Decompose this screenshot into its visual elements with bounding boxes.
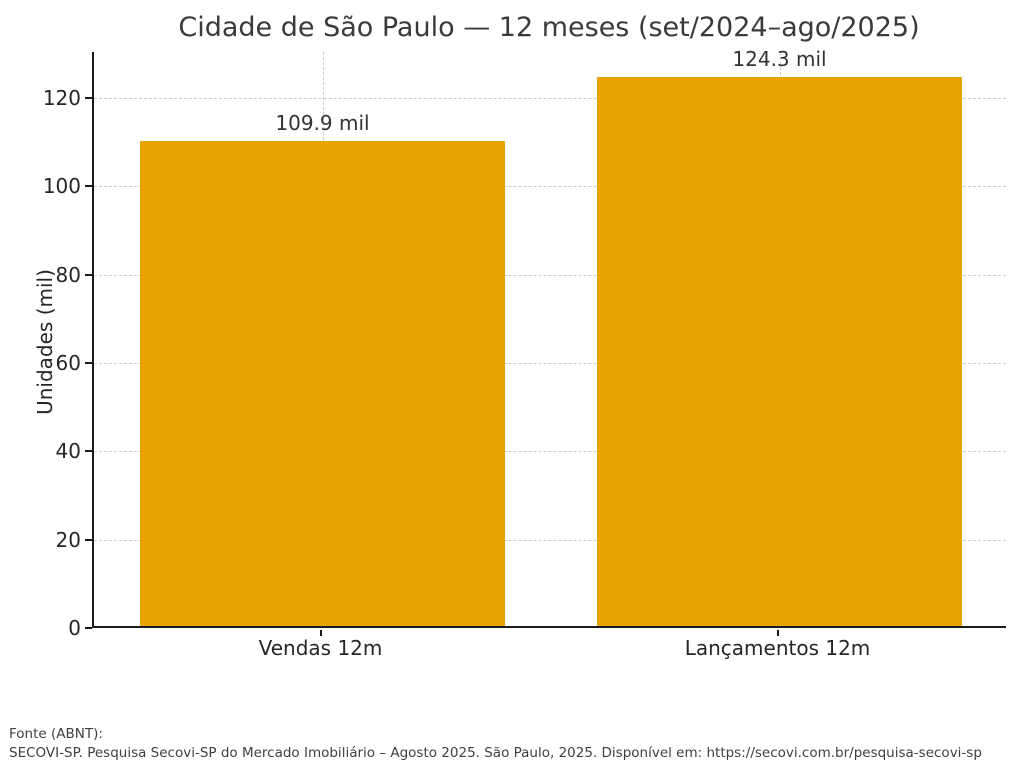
y-tick-label: 80	[55, 262, 81, 287]
y-tick-label: 60	[55, 350, 81, 375]
source-footer: Fonte (ABNT): SECOVI-SP. Pesquisa Secovi…	[9, 725, 982, 762]
x-tick-mark	[319, 630, 322, 636]
plot-area: 109.9 mil 124.3 mil	[92, 47, 1006, 628]
y-tick-mark	[85, 361, 92, 364]
y-gridline	[94, 362, 1006, 364]
x-tick-label: Lançamentos 12m	[684, 636, 871, 660]
y-tick-mark	[85, 627, 92, 629]
y-tick-label: 20	[55, 527, 81, 552]
x-tick-mark	[776, 630, 779, 636]
bar	[596, 76, 963, 626]
y-gridline	[94, 451, 1006, 453]
y-tick-mark	[85, 538, 92, 541]
y-tick-mark	[85, 273, 92, 276]
y-gridline	[94, 539, 1006, 541]
source-footer-line1: Fonte (ABNT):	[9, 726, 103, 742]
bar-value-label: 109.9 mil	[275, 110, 370, 135]
y-tick-mark	[85, 96, 92, 99]
y-gridline	[94, 274, 1006, 276]
y-tick-label: 100	[42, 174, 81, 199]
source-footer-line2: SECOVI-SP. Pesquisa Secovi-SP do Mercado…	[9, 744, 982, 761]
y-tick-label: 120	[42, 85, 81, 110]
y-tick-label: 40	[55, 439, 81, 464]
bar-value-label: 124.3 mil	[732, 46, 827, 71]
chart-title: Cidade de São Paulo — 12 meses (set/2024…	[178, 12, 920, 43]
y-tick-mark	[85, 185, 92, 188]
y-gridline	[94, 97, 1006, 99]
y-tick-label: 0	[68, 616, 81, 640]
bar	[139, 140, 506, 626]
y-gridline	[94, 186, 1006, 188]
x-tick-label: Vendas 12m	[258, 636, 383, 660]
y-tick-mark	[85, 450, 92, 453]
